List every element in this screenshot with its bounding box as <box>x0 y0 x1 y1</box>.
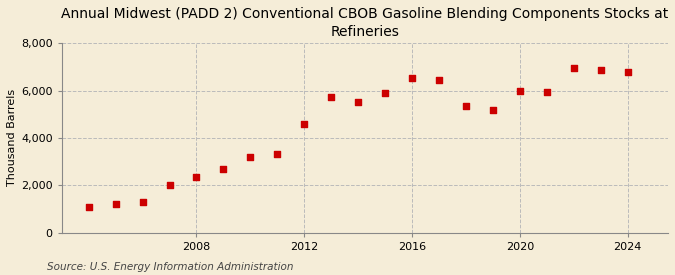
Point <box>110 202 121 206</box>
Point <box>487 107 498 112</box>
Point <box>406 75 417 80</box>
Point <box>433 78 444 82</box>
Y-axis label: Thousand Barrels: Thousand Barrels <box>7 89 17 186</box>
Point <box>137 200 148 204</box>
Point <box>164 183 175 188</box>
Point <box>299 122 310 126</box>
Point <box>541 90 552 94</box>
Point <box>568 66 579 70</box>
Point <box>272 152 283 157</box>
Point <box>622 70 633 74</box>
Point <box>245 155 256 159</box>
Point <box>514 88 525 93</box>
Point <box>326 94 337 99</box>
Point <box>595 68 606 73</box>
Point <box>191 175 202 179</box>
Point <box>353 100 364 104</box>
Title: Annual Midwest (PADD 2) Conventional CBOB Gasoline Blending Components Stocks at: Annual Midwest (PADD 2) Conventional CBO… <box>61 7 668 39</box>
Point <box>83 204 94 209</box>
Point <box>380 91 391 95</box>
Text: Source: U.S. Energy Information Administration: Source: U.S. Energy Information Administ… <box>47 262 294 272</box>
Point <box>460 104 471 108</box>
Point <box>218 166 229 171</box>
